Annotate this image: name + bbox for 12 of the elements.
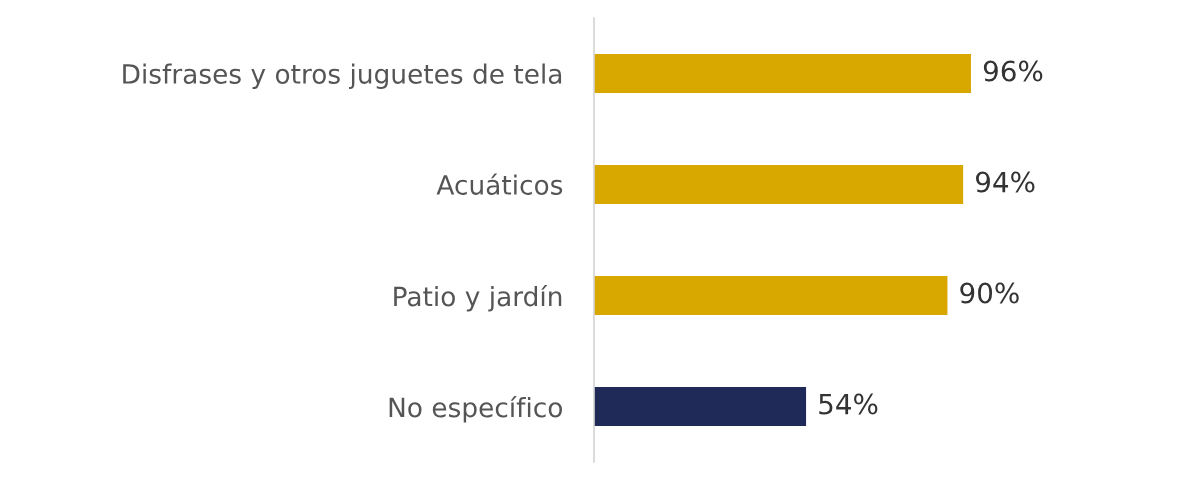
data-label: 94% bbox=[976, 171, 1035, 193]
bar bbox=[594, 276, 948, 315]
data-label: 96% bbox=[983, 60, 1043, 82]
bar bbox=[594, 387, 807, 426]
bar bbox=[594, 165, 964, 204]
y-tick-label: Disfrases y otros juguetes de tela bbox=[123, 63, 562, 90]
y-tick-label: Acuáticos bbox=[436, 173, 563, 195]
y-tick-label: No específico bbox=[389, 395, 562, 423]
bar bbox=[594, 54, 971, 93]
data-label: 90% bbox=[960, 282, 1019, 304]
y-tick-label: Patio y jardín bbox=[394, 284, 562, 312]
data-label: 54% bbox=[819, 393, 878, 415]
